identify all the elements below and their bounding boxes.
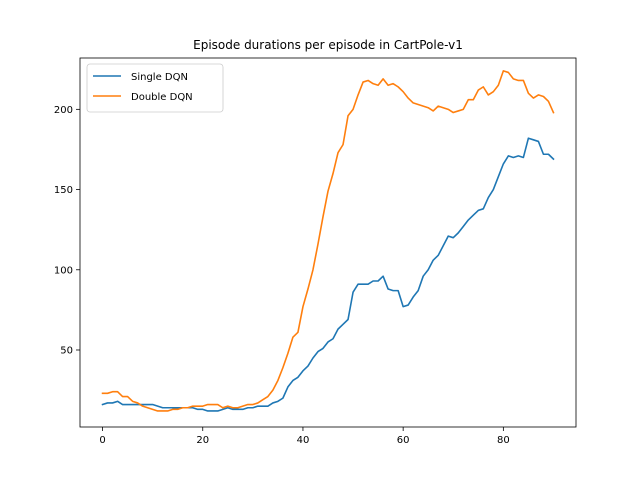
y-axis: 50 100 150 200 <box>54 105 80 356</box>
y-tick-label: 50 <box>60 345 73 356</box>
x-axis: 0 20 40 60 80 <box>99 427 510 446</box>
plot-frame <box>79 57 577 428</box>
y-tick-label: 100 <box>54 265 73 276</box>
series-line-1 <box>101 137 555 412</box>
y-tick-label: 200 <box>54 105 73 116</box>
y-tick-label: 150 <box>54 185 73 196</box>
series-line-2 <box>101 70 555 412</box>
x-tick-label: 0 <box>99 435 105 446</box>
legend: Single DQN Double DQN <box>86 63 224 113</box>
legend-label: Single DQN <box>131 72 188 83</box>
legend-label: Double DQN <box>131 92 193 103</box>
x-tick-label: 40 <box>297 435 310 446</box>
chart-title: Episode durations per episode in CartPol… <box>193 38 463 52</box>
x-tick-label: 80 <box>497 435 510 446</box>
x-tick-label: 60 <box>397 435 410 446</box>
x-tick-label: 20 <box>196 435 209 446</box>
plot-lines <box>101 70 555 412</box>
